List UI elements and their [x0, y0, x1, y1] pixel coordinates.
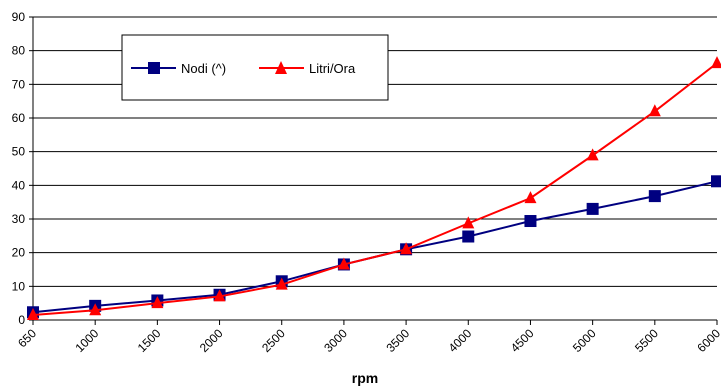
legend-item-litri: Litri/Ora: [259, 61, 356, 76]
x-tick-label: 6000: [694, 326, 721, 355]
data-point: [89, 303, 102, 316]
data-point: [586, 148, 599, 161]
data-point: [151, 296, 164, 309]
data-point: [275, 277, 288, 290]
legend: Nodi (^) Litri/Ora: [121, 34, 389, 101]
data-point: [648, 104, 661, 117]
y-tick-label: 0: [18, 313, 25, 327]
data-point: [586, 202, 599, 215]
y-tick-label: 90: [12, 10, 26, 24]
x-tick-label: 3500: [383, 326, 412, 355]
series-1: [27, 56, 721, 320]
data-point: [524, 191, 537, 204]
data-point: [337, 257, 350, 270]
x-tick-label: 5000: [570, 326, 599, 355]
legend-label-litri: Litri/Ora: [309, 61, 356, 76]
data-point: [462, 216, 475, 229]
data-point: [711, 175, 721, 188]
legend-marker-litri: [275, 61, 287, 74]
data-point: [213, 289, 226, 302]
y-tick-label: 70: [12, 77, 26, 91]
data-point: [462, 230, 475, 243]
axes: [32, 17, 717, 321]
y-tick-label: 20: [12, 246, 26, 260]
series-line: [32, 180, 718, 314]
x-tick-label: 3000: [321, 326, 350, 355]
y-tick-label: 30: [12, 212, 26, 226]
y-tick-label: 50: [12, 145, 26, 159]
x-tick-label: 1000: [73, 326, 102, 355]
series-line: [32, 62, 718, 316]
y-tick-labels: 0 10 20 30 40 50 60 70 80 90: [12, 10, 33, 327]
x-tick-label: 4000: [446, 326, 475, 355]
y-tick-label: 40: [12, 178, 26, 192]
y-tick-label: 10: [12, 279, 26, 293]
x-axis-title: rpm: [352, 370, 378, 386]
series-0: [27, 175, 721, 319]
y-tick-label: 60: [12, 111, 26, 125]
data-point: [711, 56, 721, 69]
x-tick-labels: 650 1000 1500 2000 2500 3000 3500 4000 4500 5000 5…: [15, 320, 721, 355]
x-tick-label: 5500: [632, 326, 661, 355]
y-tick-label: 80: [12, 44, 26, 58]
x-tick-label: 1500: [135, 326, 164, 355]
series: [27, 56, 721, 320]
x-tick-label: 4500: [508, 326, 537, 355]
x-tick-label: 2500: [259, 326, 288, 355]
legend-item-nodi: Nodi (^): [131, 61, 226, 76]
x-tick-label: 650: [15, 326, 39, 350]
data-point: [27, 307, 39, 320]
data-point: [524, 215, 537, 228]
x-tick-label: 2000: [197, 326, 226, 355]
data-point: [648, 190, 661, 203]
legend-label-nodi: Nodi (^): [181, 61, 226, 76]
legend-marker-nodi: [148, 62, 160, 74]
data-point: [400, 242, 413, 255]
